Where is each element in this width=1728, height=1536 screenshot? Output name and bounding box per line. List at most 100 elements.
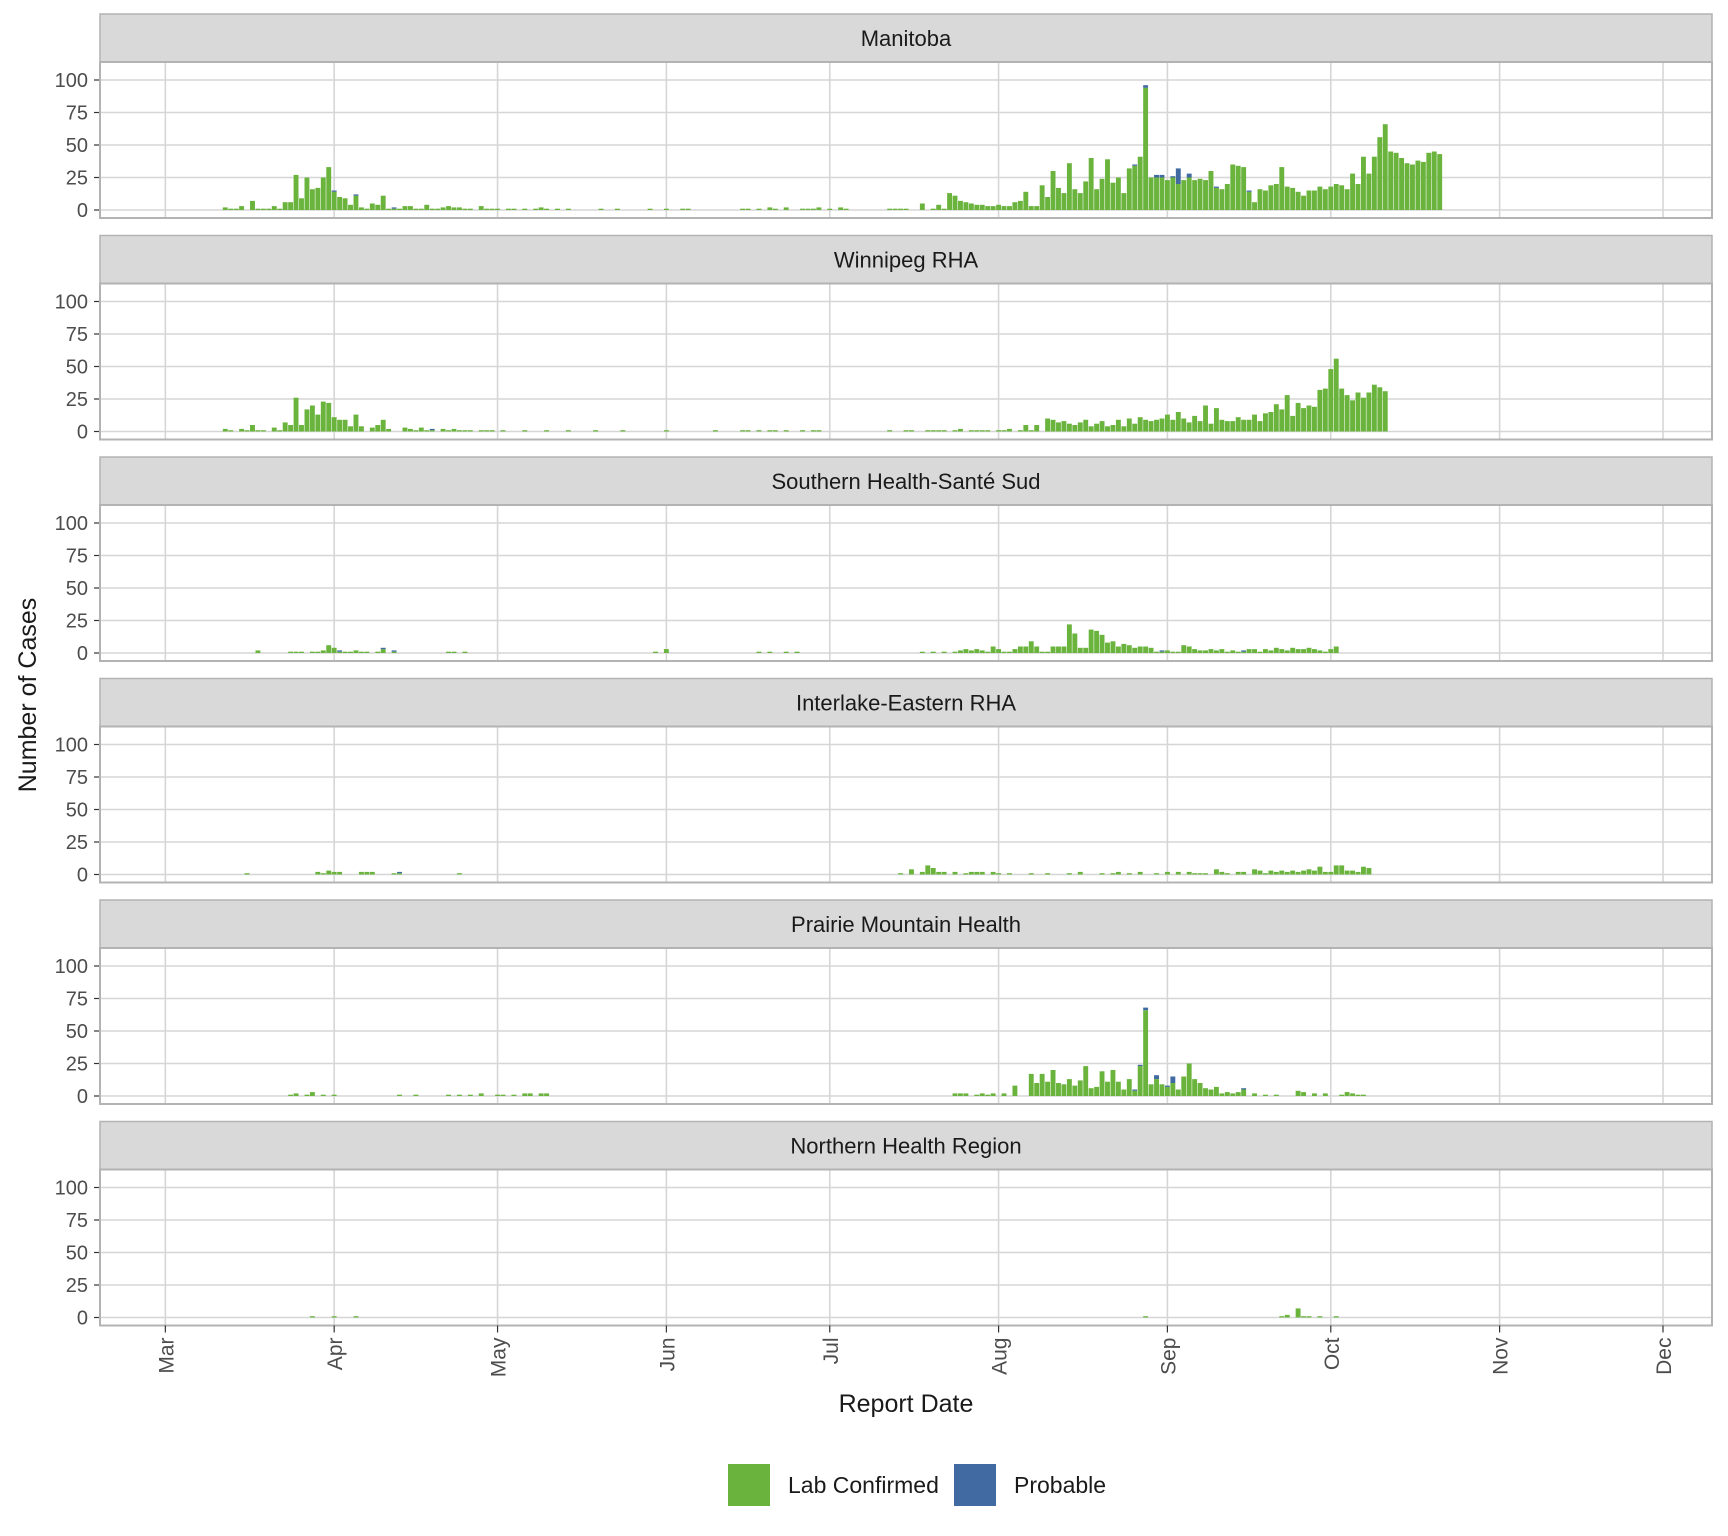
- bar-lab-confirmed: [1241, 871, 1247, 875]
- bar-lab-confirmed: [397, 208, 402, 210]
- x-axis: Mar Apr May Jun Jul Aug Sep Oct Nov Dec: [155, 1325, 1676, 1377]
- bar-lab-confirmed: [1012, 1085, 1018, 1096]
- facet-strip: [99, 899, 1713, 949]
- bar-lab-confirmed: [320, 177, 326, 210]
- bar-lab-confirmed: [1066, 1079, 1072, 1096]
- bar-lab-confirmed: [1262, 873, 1268, 875]
- bar-lab-confirmed: [1148, 647, 1154, 653]
- bar-lab-confirmed: [1132, 423, 1138, 432]
- bar-lab-confirmed: [326, 402, 332, 432]
- x-tick-label: Mar: [155, 1337, 178, 1373]
- bar-lab-confirmed: [979, 204, 985, 210]
- bar-probable: [331, 190, 337, 192]
- bar-lab-confirmed: [1197, 421, 1203, 432]
- bar-lab-confirmed: [1382, 124, 1388, 210]
- bar-lab-confirmed: [364, 651, 370, 653]
- bar-lab-confirmed: [391, 873, 397, 875]
- bar-lab-confirmed: [930, 208, 936, 210]
- bar-lab-confirmed: [936, 204, 942, 210]
- bar-lab-confirmed: [1311, 649, 1317, 653]
- bar-lab-confirmed: [941, 871, 947, 875]
- bar-lab-confirmed: [974, 204, 980, 210]
- bar-lab-confirmed: [1273, 404, 1279, 432]
- bar-lab-confirmed: [1361, 397, 1366, 432]
- bar-lab-confirmed: [1301, 1092, 1307, 1096]
- bar-lab-confirmed: [1252, 414, 1257, 432]
- bar-lab-confirmed: [348, 426, 353, 432]
- bar-lab-confirmed: [446, 651, 451, 653]
- bar-lab-confirmed: [1137, 156, 1143, 210]
- y-tick-label: 0: [77, 200, 88, 222]
- bar-lab-confirmed: [783, 430, 789, 432]
- bar-lab-confirmed: [527, 1093, 533, 1096]
- bar-lab-confirmed: [1273, 184, 1279, 210]
- bar-lab-confirmed: [647, 208, 653, 210]
- bar-lab-confirmed: [446, 430, 451, 432]
- bar-lab-confirmed: [1159, 1084, 1165, 1096]
- bar-lab-confirmed: [293, 397, 299, 432]
- y-tick-label: 25: [66, 389, 88, 411]
- bar-lab-confirmed: [358, 426, 364, 432]
- bar-lab-confirmed: [1350, 173, 1356, 210]
- x-tick-label: May: [488, 1337, 511, 1377]
- bar-lab-confirmed: [1083, 647, 1089, 653]
- bar-lab-confirmed: [1099, 1071, 1105, 1096]
- bar-lab-confirmed: [1012, 649, 1018, 653]
- bar-lab-confirmed: [500, 430, 506, 432]
- bar-lab-confirmed: [1252, 1093, 1257, 1096]
- bar-lab-confirmed: [255, 650, 261, 653]
- bar-lab-confirmed: [941, 208, 947, 210]
- bar-lab-confirmed: [484, 430, 490, 432]
- bar-lab-confirmed: [1050, 646, 1056, 653]
- bar-lab-confirmed: [1230, 1093, 1236, 1096]
- bar-lab-confirmed: [1197, 650, 1203, 653]
- bar-lab-confirmed: [1290, 415, 1296, 432]
- bar-lab-confirmed: [1045, 873, 1051, 875]
- y-tick-label: 50: [66, 1243, 88, 1265]
- bar-lab-confirmed: [1437, 154, 1443, 210]
- y-tick-label: 50: [66, 1021, 88, 1043]
- bar-lab-confirmed: [1121, 643, 1127, 653]
- bar-lab-confirmed: [593, 430, 599, 432]
- bar-lab-confirmed: [1284, 650, 1290, 653]
- bar-lab-confirmed: [331, 1094, 337, 1096]
- bar-lab-confirmed: [892, 208, 898, 210]
- legend-swatch: [728, 1464, 770, 1506]
- bar-lab-confirmed: [1154, 177, 1159, 210]
- bar-lab-confirmed: [1273, 871, 1279, 875]
- bar-lab-confirmed: [1203, 1088, 1208, 1096]
- bar-lab-confirmed: [1186, 422, 1192, 432]
- bar-lab-confirmed: [353, 650, 359, 653]
- bar-lab-confirmed: [1072, 633, 1078, 653]
- bar-lab-confirmed: [974, 1094, 980, 1096]
- bar-lab-confirmed: [1388, 151, 1394, 210]
- bar-lab-confirmed: [979, 1093, 985, 1096]
- bar-lab-confirmed: [1045, 1081, 1051, 1096]
- x-tick-label: Sep: [1157, 1338, 1180, 1375]
- bar-lab-confirmed: [958, 428, 963, 432]
- bar-lab-confirmed: [1317, 650, 1323, 653]
- bar-lab-confirmed: [1311, 190, 1317, 210]
- facet-panel: Winnipeg RHA 0 25 50 75 100: [55, 234, 1713, 444]
- bar-lab-confirmed: [478, 1093, 484, 1096]
- bar-lab-confirmed: [1366, 392, 1372, 432]
- bar-lab-confirmed: [925, 865, 931, 875]
- bar-lab-confirmed: [1143, 1316, 1149, 1318]
- bar-probable: [1241, 1088, 1247, 1090]
- bar-lab-confirmed: [898, 208, 904, 210]
- bar-lab-confirmed: [1061, 646, 1067, 653]
- bar-lab-confirmed: [1017, 646, 1023, 653]
- bar-lab-confirmed: [1143, 1010, 1149, 1096]
- bar-lab-confirmed: [958, 650, 963, 653]
- panel-border: [99, 61, 1713, 219]
- bar-probable: [1170, 176, 1176, 178]
- bar-lab-confirmed: [756, 430, 762, 432]
- bar-lab-confirmed: [1159, 418, 1165, 432]
- bar-lab-confirmed: [1257, 189, 1263, 210]
- bar-lab-confirmed: [1094, 189, 1100, 210]
- bar-lab-confirmed: [1072, 189, 1078, 210]
- bar-lab-confirmed: [985, 651, 991, 653]
- bar-lab-confirmed: [1083, 1066, 1089, 1096]
- bar-lab-confirmed: [402, 427, 408, 432]
- bar-lab-confirmed: [1333, 184, 1339, 210]
